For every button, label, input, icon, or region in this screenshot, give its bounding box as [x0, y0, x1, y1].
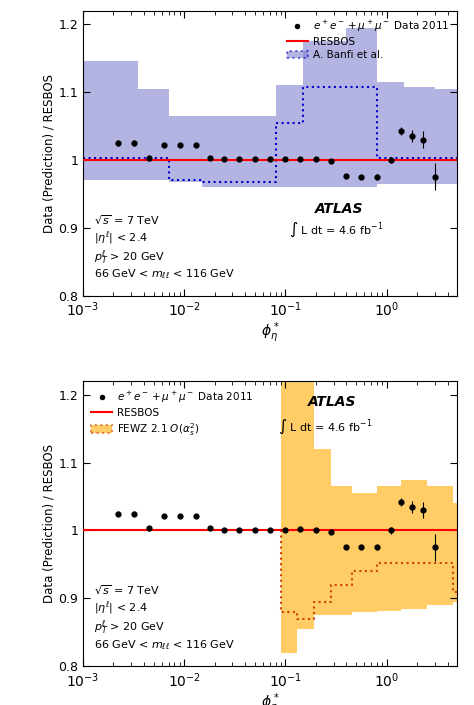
Y-axis label: Data (Prediction) / RESBOS: Data (Prediction) / RESBOS [42, 444, 55, 603]
Text: ATLAS: ATLAS [315, 202, 364, 216]
Text: $\int$ L dt = 4.6 fb$^{-1}$: $\int$ L dt = 4.6 fb$^{-1}$ [278, 418, 372, 436]
Y-axis label: Data (Prediction) / RESBOS: Data (Prediction) / RESBOS [42, 73, 55, 233]
Text: $\sqrt{s}$ = 7 TeV
$|\eta^\ell|$ < 2.4
$p_T^\ell$ > 20 GeV
66 GeV < $m_{\ell\ell: $\sqrt{s}$ = 7 TeV $|\eta^\ell|$ < 2.4 $… [94, 584, 235, 652]
Text: $\int$ L dt = 4.6 fb$^{-1}$: $\int$ L dt = 4.6 fb$^{-1}$ [289, 221, 383, 238]
X-axis label: $\phi_\eta^*$: $\phi_\eta^*$ [261, 321, 280, 345]
X-axis label: $\phi_\eta^*$: $\phi_\eta^*$ [261, 691, 280, 705]
Legend: $e^+e^- + \mu^+\mu^-$ Data 2011, RESBOS, A. Banfi et al.: $e^+e^- + \mu^+\mu^-$ Data 2011, RESBOS,… [283, 16, 452, 63]
Text: $\sqrt{s}$ = 7 TeV
$|\eta^\ell|$ < 2.4
$p_T^\ell$ > 20 GeV
66 GeV < $m_{\ell\ell: $\sqrt{s}$ = 7 TeV $|\eta^\ell|$ < 2.4 $… [94, 214, 235, 281]
Text: ATLAS: ATLAS [308, 396, 356, 410]
Legend: $e^+e^- + \mu^+\mu^-$ Data 2011, RESBOS, FEWZ 2.1 $O(\alpha_s^2)$: $e^+e^- + \mu^+\mu^-$ Data 2011, RESBOS,… [88, 386, 257, 441]
